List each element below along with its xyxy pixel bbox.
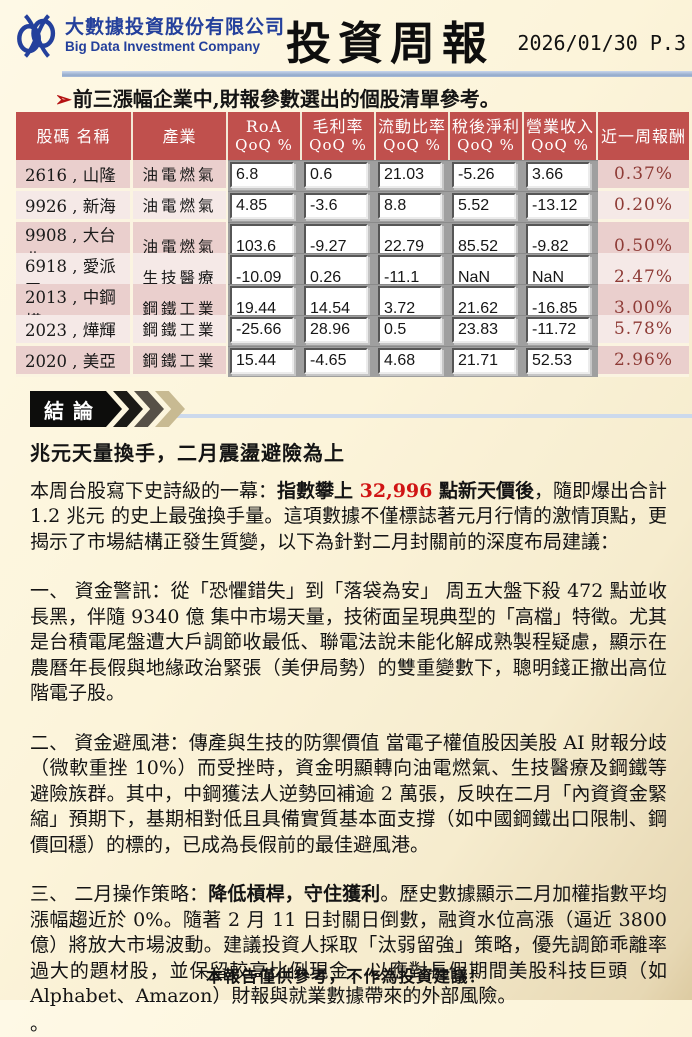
- metric-cell-roa: 6.8: [228, 160, 302, 191]
- paragraph-summary: 本周台股寫下史詩級的一幕：指數攀上 32,996 點新天價後，隨即爆出合計 1.…: [30, 479, 667, 556]
- metric-cell-current-ratio: 4.68: [376, 346, 450, 377]
- metric-cell-roa: 4.85: [228, 191, 302, 222]
- disclaimer-footer: 本報告僅供參考，不作為投資建議！: [0, 963, 692, 987]
- metric-value-box: 3.66: [526, 162, 590, 188]
- metric-cell-net-income: 21.71: [450, 346, 524, 377]
- stock-code-name: 2616 , 山隆: [16, 160, 133, 191]
- metric-cell-net-income: -5.26: [450, 160, 524, 191]
- company-name-zh: 大數據投資股份有限公司: [65, 17, 285, 39]
- company-logo: 大數據投資股份有限公司 Big Data Investment Company: [14, 11, 285, 61]
- metric-cell-gross-margin: -4.65: [302, 346, 376, 377]
- header-divider-line: [62, 71, 692, 77]
- metric-cell-gross-margin: -3.6: [302, 191, 376, 222]
- conclusion-badge-row: 結論: [30, 391, 185, 427]
- col-header-industry: 產業: [133, 112, 228, 160]
- table-row: 2023 , 燁輝 鋼鐵工業 -25.66 28.96 0.5 23.83 -1…: [16, 315, 689, 346]
- table-row: 9926 , 新海 油電燃氣 4.85 -3.6 8.8 5.52 -13.12…: [16, 191, 689, 222]
- conclusion-banner: 結論: [30, 391, 692, 429]
- table-row: 2020 , 美亞 鋼鐵工業 15.44 -4.65 4.68 21.71 52…: [16, 346, 689, 377]
- metric-cell-revenue: -11.72: [524, 315, 598, 346]
- stock-industry: 油電燃氣: [133, 160, 228, 191]
- metric-value-box: 0.5: [378, 317, 442, 343]
- table-row: 2616 , 山隆 油電燃氣 6.8 0.6 21.03 -5.26 3.66 …: [16, 160, 689, 191]
- metric-cell-revenue: 52.53: [524, 346, 598, 377]
- metric-value-box: 4.68: [378, 348, 442, 374]
- metric-cell-revenue: -13.12: [524, 191, 598, 222]
- company-logo-icon: [14, 11, 60, 61]
- conclusion-divider-line: [168, 414, 692, 418]
- metric-value-box: 4.85: [230, 193, 294, 219]
- paragraph-point-3: 三、 二月操作策略：降低槓桿，守住獲利。歷史數據顯示二月加權指數平均漲幅趨近於 …: [30, 882, 667, 1010]
- conclusion-badge: 結論: [30, 391, 122, 427]
- metric-value-box: 8.8: [378, 193, 442, 219]
- week-return-value: 5.78%: [598, 315, 689, 346]
- page-title: 投資周報: [286, 7, 494, 72]
- paragraph-point-2: 二、 資金避風港：傳產與生技的防禦價值 當電子權值股因美股 AI 財報分歧（微軟…: [30, 731, 667, 859]
- col-header-week-return: 近一周報酬: [598, 112, 689, 160]
- metric-value-box: 21.03: [378, 162, 442, 188]
- week-return-value: 0.20%: [598, 191, 689, 222]
- metric-value-box: 6.8: [230, 162, 294, 188]
- metric-value-box: -3.6: [304, 193, 368, 219]
- stray-period: 。: [30, 1012, 667, 1037]
- col-header-code-name: 股碼 名稱: [16, 112, 133, 160]
- metric-value-box: 15.44: [230, 348, 294, 374]
- stock-industry: 油電燃氣: [133, 191, 228, 222]
- table-row: 2013 , 中鋼構 鋼鐵工業 19.44 14.54 3.72 21.62 -…: [16, 284, 689, 315]
- metric-value-box: -25.66: [230, 317, 294, 343]
- index-highlight-number: 32,996: [360, 480, 433, 502]
- stock-industry: 鋼鐵工業: [133, 315, 228, 346]
- stock-code-name: 9926 , 新海: [16, 191, 133, 222]
- paragraph-point-1: 一、 資金警訊：從「恐懼錯失」到「落袋為安」 周五大盤下殺 472 點並收長黑，…: [30, 579, 667, 707]
- week-return-value: 2.96%: [598, 346, 689, 377]
- metric-cell-current-ratio: 8.8: [376, 191, 450, 222]
- table-row: 9908 , 大台北 油電燃氣 103.6 -9.27 22.79 85.52 …: [16, 222, 689, 253]
- metric-cell-current-ratio: 21.03: [376, 160, 450, 191]
- metric-value-box: -5.26: [452, 162, 516, 188]
- metric-value-box: 5.52: [452, 193, 516, 219]
- metric-cell-revenue: 3.66: [524, 160, 598, 191]
- metric-cell-current-ratio: 0.5: [376, 315, 450, 346]
- metric-value-box: 28.96: [304, 317, 368, 343]
- company-name-block: 大數據投資股份有限公司 Big Data Investment Company: [65, 17, 285, 55]
- metric-cell-net-income: 23.83: [450, 315, 524, 346]
- metric-value-box: -4.65: [304, 348, 368, 374]
- intro-bullet: ➢前三漲幅企業中,財報參數選出的個股清單參考。: [55, 83, 500, 112]
- company-name-en: Big Data Investment Company: [65, 39, 285, 55]
- date-and-page-number: 2026/01/30 P.3: [517, 31, 686, 55]
- intro-bullet-text: 前三漲幅企業中,財報參數選出的個股清單參考。: [73, 87, 500, 111]
- metric-value-box: 0.6: [304, 162, 368, 188]
- week-return-value: 0.37%: [598, 160, 689, 191]
- conclusion-heading: 兆元天量換手，二月震盪避險為上: [30, 441, 667, 467]
- metric-cell-roa: 15.44: [228, 346, 302, 377]
- arrow-bullet-icon: ➢: [55, 87, 72, 111]
- metric-cell-net-income: 5.52: [450, 191, 524, 222]
- metric-value-box: -13.12: [526, 193, 590, 219]
- metric-value-box: -11.72: [526, 317, 590, 343]
- metric-value-box: 21.71: [452, 348, 516, 374]
- stock-code-name: 2023 , 燁輝: [16, 315, 133, 346]
- table-row: 6918 , 愛派司 生技醫療 -10.09 0.26 -11.1 NaN Na…: [16, 253, 689, 284]
- metric-cell-gross-margin: 28.96: [302, 315, 376, 346]
- metric-value-box: 23.83: [452, 317, 516, 343]
- stock-industry: 鋼鐵工業: [133, 346, 228, 377]
- metric-cell-roa: -25.66: [228, 315, 302, 346]
- metric-cell-gross-margin: 0.6: [302, 160, 376, 191]
- conclusion-body: 兆元天量換手，二月震盪避險為上 本周台股寫下史詩級的一幕：指數攀上 32,996…: [30, 441, 667, 1037]
- stock-code-name: 2020 , 美亞: [16, 346, 133, 377]
- metric-value-box: 52.53: [526, 348, 590, 374]
